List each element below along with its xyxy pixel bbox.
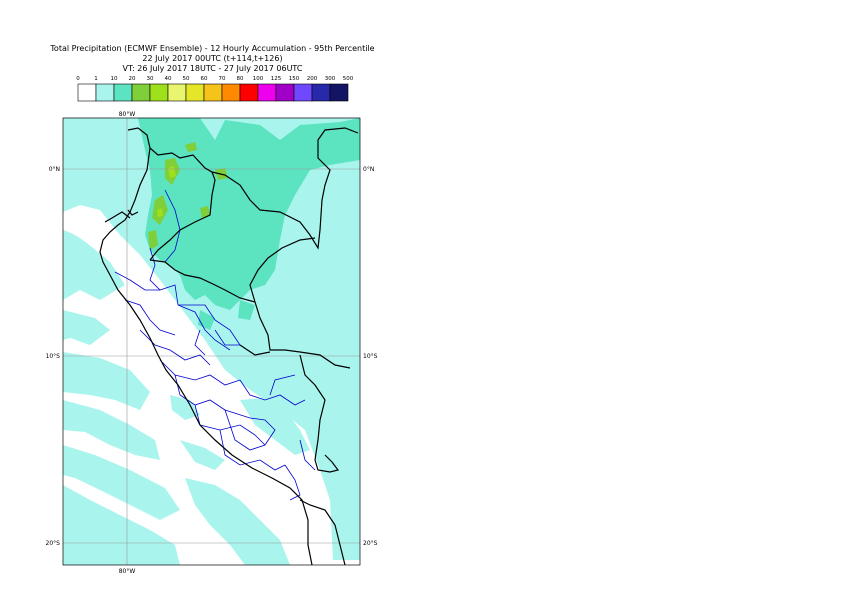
lat-label-right-0: 0°N — [363, 166, 374, 173]
legend-tick-label: 80 — [237, 76, 244, 82]
legend-tick-label: 40 — [165, 76, 172, 82]
legend-tick-label: 125 — [271, 76, 282, 82]
legend-tick-label: 20 — [129, 76, 136, 82]
legend-tick-label: 1 — [94, 76, 98, 82]
legend-tick-label: 300 — [325, 76, 336, 82]
legend-tick-label: 150 — [289, 76, 300, 82]
coast-and-borders — [99, 127, 359, 565]
chart-title-line-1: Total Precipitation (ECMWF Ensemble) - 1… — [50, 44, 375, 53]
legend-tick-label: 50 — [183, 76, 190, 82]
colour-legend: 0 1 10 20 30 40 50 60 70 80 100 125 150 200 300 500 — [76, 76, 354, 102]
legend-swatch — [329, 83, 349, 102]
lat-label-right-20s: 20°S — [363, 540, 378, 547]
lon-label-top: 80°W — [119, 111, 136, 118]
map-area — [63, 118, 360, 565]
map-border — [62, 117, 361, 566]
chart-title-line-3: VT: 26 July 2017 18UTC - 27 July 2017 06… — [122, 64, 303, 73]
lon-label-bottom: 80°W — [119, 568, 136, 575]
lat-label-left-20s: 20°S — [46, 540, 61, 547]
chart-title-line-2: 22 July 2017 00UTC (t+114,t+126) — [142, 54, 283, 63]
legend-tick-label: 30 — [147, 76, 154, 82]
medium-precip-shading — [138, 118, 360, 330]
legend-tick-label: 0 — [76, 76, 80, 82]
lat-label-left-10s: 10°S — [46, 353, 61, 360]
graticule — [63, 118, 360, 565]
legend-tick-label: 70 — [219, 76, 226, 82]
admin-borders — [114, 189, 316, 501]
legend-tick-label: 500 — [343, 76, 354, 82]
heavy-precip-spots — [148, 142, 228, 250]
legend-tick-label: 100 — [253, 76, 264, 82]
legend-tick-label: 200 — [307, 76, 318, 82]
lat-label-left-0: 0°N — [49, 166, 60, 173]
legend-tick-label: 10 — [111, 76, 118, 82]
legend-tick-label: 60 — [201, 76, 208, 82]
lat-label-right-10s: 10°S — [363, 353, 378, 360]
